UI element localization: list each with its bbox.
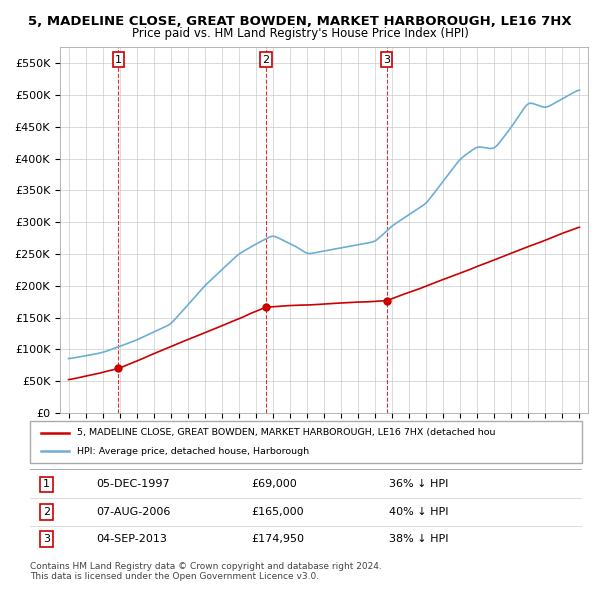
Text: 5, MADELINE CLOSE, GREAT BOWDEN, MARKET HARBOROUGH, LE16 7HX (detached hou: 5, MADELINE CLOSE, GREAT BOWDEN, MARKET … [77, 428, 496, 437]
Text: 05-DEC-1997: 05-DEC-1997 [96, 480, 170, 490]
Text: 2: 2 [43, 507, 50, 517]
Text: 40% ↓ HPI: 40% ↓ HPI [389, 507, 448, 517]
Text: This data is licensed under the Open Government Licence v3.0.: This data is licensed under the Open Gov… [30, 572, 319, 581]
Text: 3: 3 [383, 54, 390, 64]
Text: 36% ↓ HPI: 36% ↓ HPI [389, 480, 448, 490]
FancyBboxPatch shape [30, 421, 582, 463]
Text: £165,000: £165,000 [251, 507, 304, 517]
Text: 04-SEP-2013: 04-SEP-2013 [96, 534, 167, 544]
Text: 38% ↓ HPI: 38% ↓ HPI [389, 534, 448, 544]
Text: Price paid vs. HM Land Registry's House Price Index (HPI): Price paid vs. HM Land Registry's House … [131, 27, 469, 40]
Text: 07-AUG-2006: 07-AUG-2006 [96, 507, 170, 517]
Text: Contains HM Land Registry data © Crown copyright and database right 2024.: Contains HM Land Registry data © Crown c… [30, 562, 382, 571]
Text: £174,950: £174,950 [251, 534, 304, 544]
Text: 1: 1 [115, 54, 122, 64]
Text: £69,000: £69,000 [251, 480, 296, 490]
Text: 1: 1 [43, 480, 50, 490]
Text: 5, MADELINE CLOSE, GREAT BOWDEN, MARKET HARBOROUGH, LE16 7HX: 5, MADELINE CLOSE, GREAT BOWDEN, MARKET … [28, 15, 572, 28]
Text: 3: 3 [43, 534, 50, 544]
Text: 2: 2 [262, 54, 269, 64]
Text: HPI: Average price, detached house, Harborough: HPI: Average price, detached house, Harb… [77, 447, 309, 455]
